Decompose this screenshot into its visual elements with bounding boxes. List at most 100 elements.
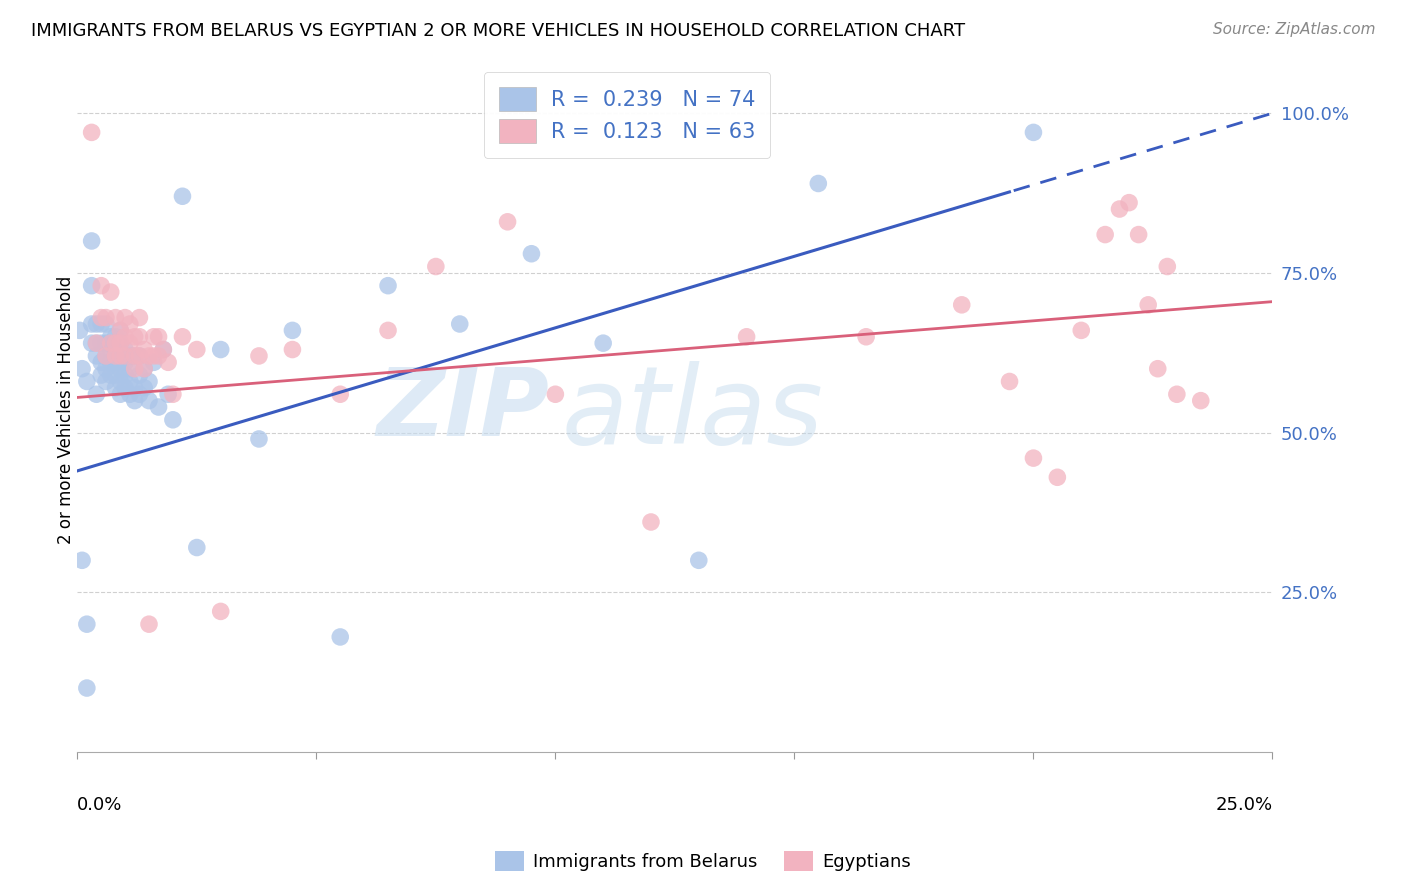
Point bbox=[162, 387, 184, 401]
Point bbox=[162, 413, 184, 427]
Text: ZIP: ZIP bbox=[377, 364, 550, 456]
Point bbox=[172, 189, 194, 203]
Point bbox=[1108, 202, 1130, 216]
Point bbox=[148, 400, 170, 414]
Point bbox=[94, 375, 117, 389]
Point bbox=[128, 330, 150, 344]
Point bbox=[124, 393, 146, 408]
Text: Source: ZipAtlas.com: Source: ZipAtlas.com bbox=[1212, 22, 1375, 37]
Point bbox=[128, 349, 150, 363]
Point bbox=[1046, 470, 1069, 484]
Point bbox=[134, 361, 156, 376]
Point bbox=[118, 349, 141, 363]
Point bbox=[128, 310, 150, 325]
Point bbox=[94, 336, 117, 351]
Point bbox=[80, 336, 103, 351]
Point bbox=[110, 375, 132, 389]
Point bbox=[100, 330, 122, 344]
Point bbox=[104, 355, 127, 369]
Point bbox=[118, 336, 141, 351]
Point bbox=[114, 381, 136, 395]
Point bbox=[1166, 387, 1188, 401]
Point bbox=[142, 330, 165, 344]
Point bbox=[142, 355, 165, 369]
Point bbox=[114, 310, 136, 325]
Point bbox=[998, 375, 1021, 389]
Point bbox=[90, 355, 112, 369]
Point bbox=[186, 541, 208, 555]
Point bbox=[100, 355, 122, 369]
Point bbox=[138, 375, 160, 389]
Point bbox=[100, 336, 122, 351]
Point bbox=[128, 387, 150, 401]
Text: 25.0%: 25.0% bbox=[1215, 797, 1272, 814]
Point bbox=[94, 349, 117, 363]
Point bbox=[1128, 227, 1150, 242]
Point bbox=[110, 336, 132, 351]
Point bbox=[138, 617, 160, 632]
Point bbox=[114, 343, 136, 357]
Point bbox=[100, 368, 122, 383]
Point bbox=[86, 349, 108, 363]
Legend: R =  0.239   N = 74, R =  0.123   N = 63: R = 0.239 N = 74, R = 0.123 N = 63 bbox=[484, 72, 770, 158]
Point bbox=[94, 349, 117, 363]
Point bbox=[80, 278, 103, 293]
Point bbox=[94, 317, 117, 331]
Point bbox=[86, 317, 108, 331]
Point bbox=[76, 375, 98, 389]
Point bbox=[104, 368, 127, 383]
Point bbox=[90, 278, 112, 293]
Point bbox=[1022, 125, 1045, 139]
Point bbox=[104, 349, 127, 363]
Point bbox=[124, 330, 146, 344]
Point bbox=[1094, 227, 1116, 242]
Point bbox=[329, 630, 352, 644]
Point bbox=[520, 246, 543, 260]
Point bbox=[110, 361, 132, 376]
Point bbox=[449, 317, 471, 331]
Point bbox=[138, 393, 160, 408]
Point bbox=[152, 343, 174, 357]
Point bbox=[592, 336, 614, 351]
Point bbox=[110, 349, 132, 363]
Point bbox=[209, 343, 232, 357]
Point bbox=[110, 323, 132, 337]
Point bbox=[110, 323, 132, 337]
Point bbox=[209, 604, 232, 618]
Point bbox=[425, 260, 447, 274]
Point bbox=[186, 343, 208, 357]
Point bbox=[70, 361, 93, 376]
Point bbox=[100, 343, 122, 357]
Point bbox=[124, 349, 146, 363]
Point bbox=[124, 349, 146, 363]
Point bbox=[118, 317, 141, 331]
Point bbox=[157, 355, 180, 369]
Point bbox=[76, 681, 98, 695]
Point bbox=[247, 432, 270, 446]
Point bbox=[118, 375, 141, 389]
Point bbox=[329, 387, 352, 401]
Point bbox=[1022, 451, 1045, 466]
Point bbox=[950, 298, 973, 312]
Point bbox=[118, 361, 141, 376]
Point bbox=[807, 177, 830, 191]
Point bbox=[90, 317, 112, 331]
Point bbox=[104, 343, 127, 357]
Point bbox=[124, 381, 146, 395]
Point bbox=[1070, 323, 1092, 337]
Point bbox=[76, 617, 98, 632]
Point bbox=[110, 387, 132, 401]
Point bbox=[90, 368, 112, 383]
Point bbox=[735, 330, 758, 344]
Point bbox=[128, 349, 150, 363]
Point bbox=[114, 349, 136, 363]
Point bbox=[110, 349, 132, 363]
Point bbox=[104, 310, 127, 325]
Point bbox=[86, 336, 108, 351]
Point bbox=[1156, 260, 1178, 274]
Point bbox=[104, 381, 127, 395]
Point bbox=[1189, 393, 1212, 408]
Point bbox=[1118, 195, 1140, 210]
Point bbox=[172, 330, 194, 344]
Point bbox=[281, 343, 304, 357]
